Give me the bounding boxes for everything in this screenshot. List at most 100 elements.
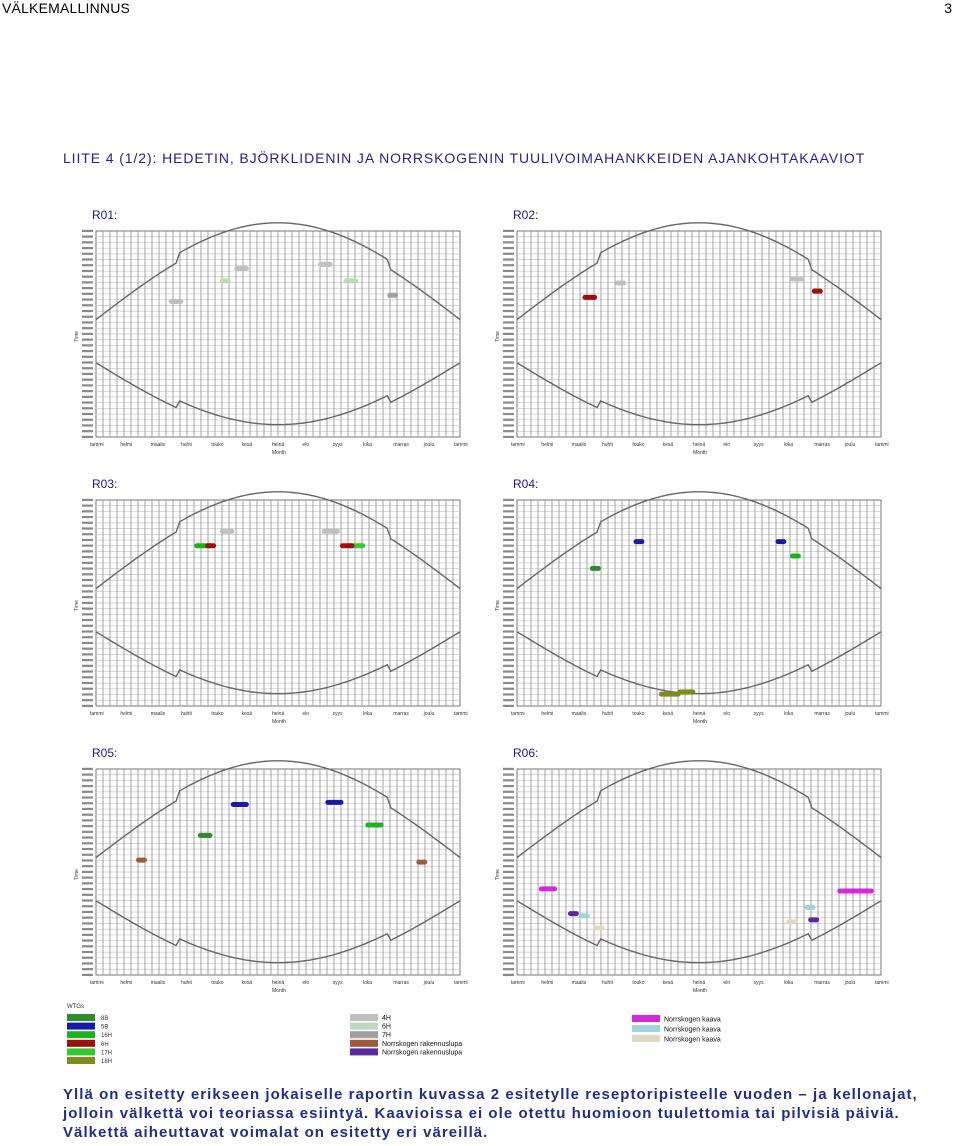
sunset-curve [95, 222, 461, 321]
y-tick-label [503, 899, 514, 902]
y-tick-label [82, 338, 93, 341]
y-tick-label [503, 830, 514, 833]
y-tick-label [82, 601, 93, 604]
month-label: huhti [602, 442, 613, 448]
y-tick-label [503, 304, 514, 307]
y-tick-label [82, 424, 93, 427]
month-label: tammi [90, 442, 104, 448]
y-tick-label [82, 533, 93, 536]
y-tick-label [82, 905, 93, 908]
flicker-period [837, 888, 874, 894]
month-label: elo [302, 442, 309, 448]
y-tick-label [82, 830, 93, 833]
month-label: huhti [181, 711, 192, 717]
y-tick-label [82, 281, 93, 284]
y-tick-label [503, 647, 514, 650]
month-label: touko [632, 711, 644, 717]
month-label: marras [393, 980, 409, 986]
y-tick-label [503, 882, 514, 885]
legend-label: 4H [382, 1015, 391, 1022]
y-tick-label [503, 246, 514, 250]
y-tick-label [503, 349, 514, 353]
month-label: loka [784, 711, 793, 717]
panel-label: R03: [92, 477, 117, 491]
flicker-period [658, 691, 681, 697]
flicker-period [219, 278, 231, 284]
month-label: marras [814, 442, 830, 448]
y-tick-label [82, 847, 93, 851]
y-axis-label: Time [74, 869, 80, 880]
month-label: heinä [693, 442, 705, 448]
flicker-period [168, 298, 184, 304]
y-tick-label [82, 813, 93, 816]
month-label: syys [754, 980, 765, 986]
flicker-period [582, 294, 598, 300]
month-label: elo [723, 980, 730, 986]
y-tick-label [82, 819, 93, 822]
y-tick-label [503, 773, 514, 776]
month-label: helmi [120, 980, 132, 986]
month-label: tammi [90, 711, 104, 717]
y-tick-label [82, 887, 93, 891]
y-tick-label [82, 235, 93, 238]
month-label: elo [723, 711, 730, 717]
y-tick-label [82, 355, 93, 358]
flicker-period [325, 799, 344, 805]
y-axis-label: Time [495, 600, 501, 611]
y-tick-label [82, 928, 93, 931]
month-label: elo [723, 442, 730, 448]
month-label: joulu [844, 442, 856, 448]
month-label: maalis [151, 711, 166, 717]
page-number: 3 [944, 0, 952, 16]
chart-panel: R02: Time tammi helmi maalis huhti touko kesä he… [495, 208, 889, 456]
y-tick-label [82, 521, 93, 524]
y-tick-label [82, 349, 93, 353]
month-label: kesä [242, 711, 253, 717]
month-label: marras [814, 711, 830, 717]
flicker-period [677, 689, 696, 695]
y-tick-label [503, 395, 514, 398]
y-tick-label [503, 945, 514, 948]
month-label: heinä [272, 980, 284, 986]
flicker-period [578, 913, 590, 919]
y-tick-label [503, 390, 514, 393]
month-label: loka [784, 980, 793, 986]
month-label: joulu [844, 711, 856, 717]
month-label: maalis [151, 442, 166, 448]
month-label: syys [754, 711, 765, 717]
y-tick-label [82, 836, 93, 839]
y-tick-label [82, 779, 93, 782]
y-tick-label [503, 670, 514, 673]
y-tick-label [82, 853, 93, 856]
month-label: heinä [693, 711, 705, 717]
y-tick-label [503, 607, 514, 610]
legend-swatch [67, 1057, 95, 1064]
y-tick-label [503, 287, 514, 290]
flicker-period [365, 822, 384, 828]
y-tick-label [503, 613, 514, 616]
y-tick-label [503, 332, 514, 335]
legend-label: 17H [101, 1050, 112, 1056]
y-tick-label [503, 504, 514, 507]
sunset-curve [516, 760, 882, 859]
month-label: loka [363, 980, 372, 986]
y-tick-label [503, 515, 514, 519]
month-label: loka [363, 442, 372, 448]
y-tick-label [82, 676, 93, 679]
y-tick-label [82, 893, 93, 896]
panel-label: R05: [92, 746, 117, 760]
y-tick-label [82, 647, 93, 650]
y-tick-label [503, 315, 514, 318]
y-tick-label [503, 378, 514, 381]
y-tick-label [503, 241, 514, 244]
legend-swatch [350, 1031, 378, 1039]
legend-label: Norrskogen kaava [664, 1017, 721, 1024]
document-header: VÄLKEMALLINNUS [2, 0, 131, 16]
month-label: syys [754, 442, 765, 448]
y-tick-label [82, 332, 93, 335]
flicker-period [633, 539, 645, 545]
y-tick-label [503, 968, 514, 971]
flicker-period [567, 911, 579, 917]
legend-swatch [67, 1039, 95, 1047]
